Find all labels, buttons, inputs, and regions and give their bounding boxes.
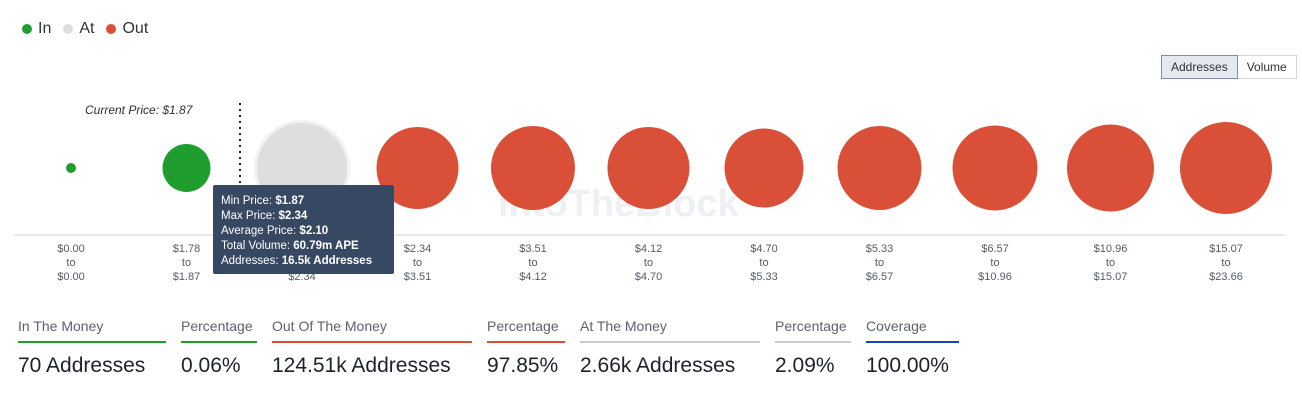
stat-value: 0.06% xyxy=(181,354,241,377)
x-tick-label: $0.00 xyxy=(57,243,85,255)
x-tick-label: to xyxy=(1106,257,1115,269)
volume-toggle-button[interactable]: Volume xyxy=(1237,55,1297,79)
legend-dot-in xyxy=(22,24,32,34)
tooltip-volume-row: Total Volume: 60.79m APE xyxy=(221,240,359,252)
bubble-out[interactable] xyxy=(1067,124,1154,212)
stat-value: 2.66k Addresses xyxy=(580,354,736,377)
stat-at-the-money: At The Money 2.66k Addresses xyxy=(580,318,760,378)
x-tick-label: to xyxy=(759,257,768,269)
x-tick-label: $5.33 xyxy=(750,271,778,283)
x-tick-label: $3.51 xyxy=(404,271,432,283)
legend-label-at: At xyxy=(79,20,95,37)
bubble-out[interactable] xyxy=(1180,122,1272,214)
x-tick-label: $10.96 xyxy=(1094,243,1128,255)
metric-toggle: Addresses Volume xyxy=(1161,55,1297,79)
legend-item-at[interactable]: At xyxy=(63,20,94,38)
x-tick-label: to xyxy=(182,257,191,269)
x-tick-label: $15.07 xyxy=(1209,243,1243,255)
stat-label: At The Money xyxy=(580,318,760,343)
stat-label: Coverage xyxy=(866,318,959,343)
stat-label: Percentage xyxy=(487,318,565,343)
x-tick-label: $15.07 xyxy=(1094,271,1128,283)
stat-in-the-money: In The Money 70 Addresses xyxy=(18,318,166,378)
stat-out-of-the-money: Out Of The Money 124.51k Addresses xyxy=(272,318,472,378)
legend-label-in: In xyxy=(38,20,52,37)
x-tick-label: $3.51 xyxy=(519,243,547,255)
stat-label: Percentage xyxy=(775,318,851,343)
stat-coverage: Coverage 100.00% xyxy=(866,318,959,378)
stat-label: Percentage xyxy=(181,318,257,343)
x-tick-label: to xyxy=(413,257,422,269)
legend-item-in[interactable]: In xyxy=(22,20,51,38)
tooltip-min-row: Min Price: $1.87 xyxy=(221,195,305,207)
x-tick-label: $10.96 xyxy=(978,271,1012,283)
x-tick-label: $1.78 xyxy=(173,243,201,255)
bubble-out[interactable] xyxy=(491,126,575,210)
bubble-out[interactable] xyxy=(724,128,804,208)
bubble-tooltip: Min Price: $1.87 Max Price: $2.34 Averag… xyxy=(213,185,394,274)
stat-at-percentage: Percentage 2.09% xyxy=(775,318,851,378)
bubble-chart: IntoTheBlock Current Price: $1.87 $0.00t… xyxy=(14,103,1285,283)
stat-value: 70 Addresses xyxy=(18,354,146,377)
bubble-out[interactable] xyxy=(376,127,459,209)
addresses-toggle-button[interactable]: Addresses xyxy=(1161,55,1238,79)
x-tick-label: to xyxy=(66,257,75,269)
x-tick-label: $6.57 xyxy=(981,243,1009,255)
stat-value: 124.51k Addresses xyxy=(272,354,451,377)
legend-label-out: Out xyxy=(122,20,149,37)
legend-dot-at xyxy=(63,24,74,34)
stat-label: In The Money xyxy=(18,318,166,343)
x-tick-label: $4.70 xyxy=(750,243,778,255)
legend-dot-out xyxy=(106,24,117,34)
x-tick-label: $4.12 xyxy=(519,271,547,283)
stat-label: Out Of The Money xyxy=(272,318,472,343)
stat-value: 2.09% xyxy=(775,354,835,377)
x-tick-label: $6.57 xyxy=(866,271,894,283)
x-tick-label: to xyxy=(1221,257,1230,269)
x-tick-label: to xyxy=(875,257,884,269)
x-tick-label: $1.87 xyxy=(173,271,201,283)
x-tick-label: $4.12 xyxy=(635,243,663,255)
bubble-in[interactable] xyxy=(66,163,76,173)
stat-value: 100.00% xyxy=(866,354,949,377)
x-tick-label: to xyxy=(644,257,653,269)
current-price-label: Current Price: $1.87 xyxy=(85,103,194,117)
x-tick-label: $0.00 xyxy=(57,271,85,283)
x-tick-label: $4.70 xyxy=(635,271,663,283)
stat-out-percentage: Percentage 97.85% xyxy=(487,318,565,378)
bubble-out[interactable] xyxy=(952,125,1038,211)
tooltip-max-row: Max Price: $2.34 xyxy=(221,210,308,222)
x-tick-label: $5.33 xyxy=(866,243,894,255)
x-tick-label: to xyxy=(528,257,537,269)
legend-item-out[interactable]: Out xyxy=(106,20,148,38)
x-tick-label: $2.34 xyxy=(404,243,432,255)
bubble-out[interactable] xyxy=(837,126,922,210)
stat-value: 97.85% xyxy=(487,354,559,377)
x-tick-label: $23.66 xyxy=(1209,271,1243,283)
stat-in-percentage: Percentage 0.06% xyxy=(181,318,257,378)
stats-row: In The Money 70 Addresses Percentage 0.0… xyxy=(18,318,974,378)
bubble-in[interactable] xyxy=(162,144,211,192)
tooltip-addresses-row: Addresses: 16.5k Addresses xyxy=(221,255,373,267)
bubble-out[interactable] xyxy=(607,127,690,209)
x-tick-label: $2.34 xyxy=(288,271,316,283)
tooltip-avg-row: Average Price: $2.10 xyxy=(221,225,329,237)
chart-legend: In At Out xyxy=(22,20,148,38)
x-tick-label: to xyxy=(990,257,999,269)
